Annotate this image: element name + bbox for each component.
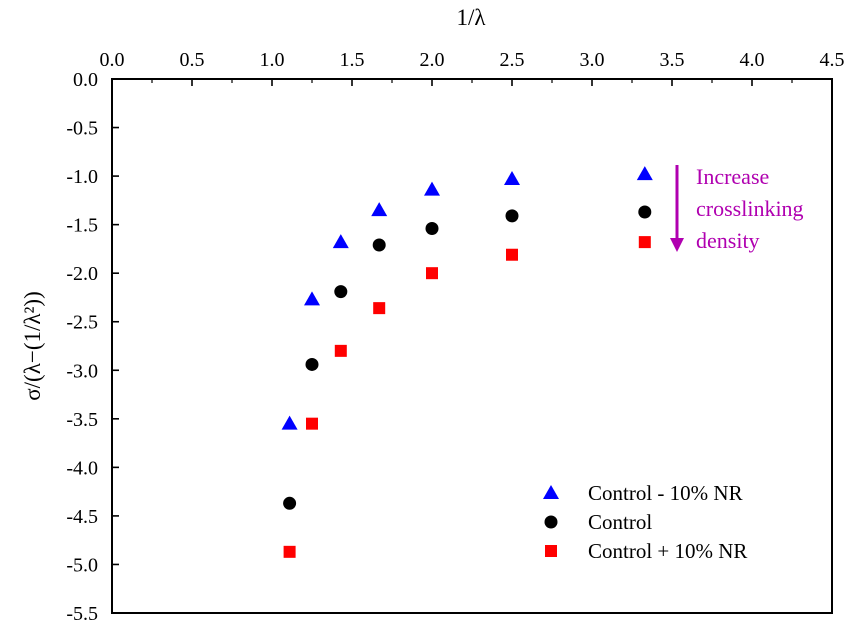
data-point-triangle	[504, 171, 520, 186]
x-tick-label: 4.0	[740, 49, 765, 71]
y-tick-label: -5.0	[66, 554, 98, 576]
x-tick-label: 3.0	[580, 49, 605, 71]
y-tick-label: -5.5	[66, 603, 98, 625]
plot-frame	[111, 78, 833, 614]
y-tick-label: -4.0	[66, 457, 98, 479]
tick-marks	[111, 78, 833, 614]
y-axis-title: σ/(λ−(1/λ²))	[20, 291, 45, 401]
y-tick-label: -1.0	[66, 166, 98, 188]
data-point-triangle	[332, 234, 349, 249]
data-point-triangle	[281, 415, 298, 430]
data-point-circle	[283, 496, 297, 510]
data-point-square	[426, 267, 438, 280]
x-tick-label: 2.0	[420, 49, 445, 71]
data-point-circle	[372, 238, 386, 252]
annotation-arrow-head	[670, 238, 684, 252]
x-axis-title: 1/λ	[456, 5, 486, 30]
x-tick-label: 0.5	[180, 49, 205, 71]
y-tick-label: -2.5	[66, 312, 98, 334]
data-point-square	[638, 236, 651, 249]
data-point-square	[306, 417, 318, 430]
y-tick-label: -3.0	[66, 360, 98, 382]
y-tick-label: -0.5	[66, 118, 98, 140]
data-point-square	[334, 344, 347, 357]
data-point-triangle	[304, 291, 320, 306]
x-tick-label: 4.5	[820, 49, 845, 71]
annotation-text-line: crosslinking	[696, 196, 804, 221]
x-tick-label: 2.5	[500, 49, 525, 71]
y-tick-label: 0.0	[73, 69, 98, 91]
x-tick-label: 1.0	[260, 49, 285, 71]
legend-marker-triangle	[543, 485, 559, 499]
data-point-triangle	[424, 181, 440, 196]
annotation-text-line: density	[696, 228, 760, 253]
data-markers	[281, 166, 653, 558]
x-tick-label: 0.0	[100, 49, 125, 71]
data-point-triangle	[371, 202, 388, 217]
y-tick-label: -4.5	[66, 506, 98, 528]
tick-labels: 0.0 0.5 1.0 1.5 2.0 2.5 3.0 3.5 4.0 4.5 0.0 -0.5 -1.…	[66, 49, 844, 625]
data-point-circle	[305, 357, 319, 371]
legend-marker-circle	[544, 515, 558, 529]
y-tick-label: -2.0	[66, 263, 98, 285]
legend-label: Control + 10% NR	[588, 539, 747, 563]
data-point-square	[283, 545, 296, 558]
data-point-triangle	[636, 166, 653, 181]
y-tick-label: -3.5	[66, 409, 98, 431]
x-tick-label: 1.5	[340, 49, 365, 71]
axes	[111, 78, 833, 614]
annotation-text-line: Increase	[696, 164, 769, 189]
legend-marker-square	[545, 545, 557, 557]
data-point-circle	[505, 209, 519, 223]
data-point-square	[373, 302, 386, 315]
y-axis-title-group: σ/(λ−(1/λ²))	[20, 291, 45, 401]
data-point-circle	[334, 285, 348, 299]
crosslinking-annotation: Increase crosslinking density	[670, 164, 804, 253]
data-point-circle	[425, 222, 439, 236]
y-tick-label: -1.5	[66, 215, 98, 237]
data-point-square	[506, 248, 518, 261]
legend: Control - 10% NR Control Control + 10% NR	[543, 481, 747, 563]
legend-label: Control	[588, 510, 652, 534]
legend-label: Control - 10% NR	[588, 481, 743, 505]
x-tick-label: 3.5	[660, 49, 685, 71]
data-point-circle	[638, 205, 652, 219]
